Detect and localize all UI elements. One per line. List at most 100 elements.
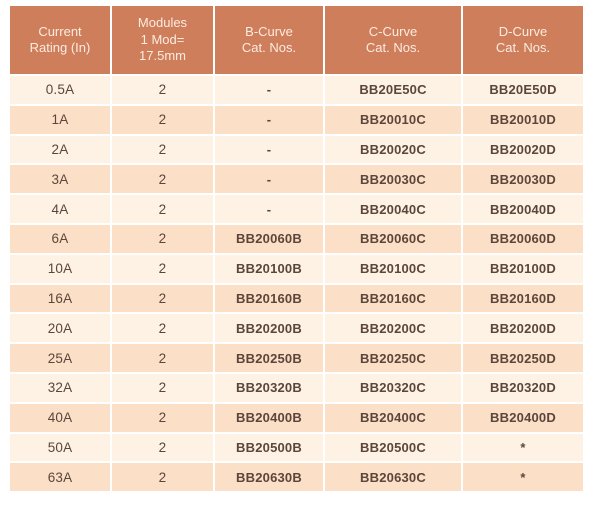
cell-c_curve: BB20200C [325, 314, 461, 343]
cell-c_curve: BB20100C [325, 254, 461, 283]
cell-d_curve: BB20060D [463, 224, 583, 253]
cell-modules: 2 [112, 403, 213, 432]
column-header-line: 17.5mm [139, 48, 186, 64]
column-header-line: 1 Mod= [140, 31, 185, 47]
table-body: 0.5A 2- BB20E50C BB20E50D 1A 2- BB20010C BB2001… [10, 76, 583, 492]
cell-d_curve: BB20200D [463, 314, 583, 343]
cell-modules: 2 [112, 433, 213, 462]
cell-modules: 2 [112, 314, 213, 343]
cell-b_curve: BB20400B [215, 403, 323, 432]
table-row: 40A 2 BB20400B BB20400C BB20400D [10, 403, 583, 432]
cell-c_curve: BB20040C [325, 195, 461, 223]
cell-b_curve: BB20160B [215, 284, 323, 313]
cell-c_curve: BB20010C [325, 105, 461, 134]
cell-c_curve: BB20020C [325, 135, 461, 164]
column-header-line: D-Curve [498, 23, 548, 39]
column-header-modules: Modules 1 Mod= 17.5mm [112, 6, 213, 74]
column-header-d_curve: D-Curve Cat. Nos. [463, 6, 583, 74]
cell-b_curve: - [215, 135, 323, 164]
cell-c_curve: BB20E50C [325, 76, 461, 104]
cell-rating: 1A [10, 105, 110, 134]
cell-b_curve: BB20100B [215, 254, 323, 283]
cell-c_curve: BB20400C [325, 403, 461, 432]
cell-d_curve: BB20040D [463, 195, 583, 223]
table-row: 3A 2- BB20030C BB20030D [10, 165, 583, 194]
cell-b_curve: BB20250B [215, 344, 323, 372]
cell-rating: 25A [10, 344, 110, 372]
cell-d_curve: BB20320D [463, 373, 583, 402]
cell-c_curve: BB20030C [325, 165, 461, 194]
cell-rating: 0.5A [10, 76, 110, 104]
cell-modules: 2 [112, 344, 213, 372]
cell-modules: 2 [112, 463, 213, 492]
cell-c_curve: BB20320C [325, 373, 461, 402]
cell-modules: 2 [112, 105, 213, 134]
table-row: 6A 2 BB20060B BB20060C BB20060D [10, 224, 583, 253]
cell-d_curve: * [463, 463, 583, 492]
cell-d_curve: BB20100D [463, 254, 583, 283]
cell-b_curve: BB20500B [215, 433, 323, 462]
cell-d_curve: BB20400D [463, 403, 583, 432]
cell-rating: 16A [10, 284, 110, 313]
cell-rating: 50A [10, 433, 110, 462]
cell-b_curve: BB20060B [215, 224, 323, 253]
cell-modules: 2 [112, 135, 213, 164]
column-header-line: Cat. Nos. [241, 40, 297, 55]
cell-c_curve: BB20250C [325, 344, 461, 372]
table-row: 4A 2- BB20040C BB20040D [10, 195, 583, 223]
cell-modules: 2 [112, 224, 213, 253]
cell-d_curve: BB20020D [463, 135, 583, 164]
cell-b_curve: - [215, 105, 323, 134]
cell-d_curve: BB20030D [463, 165, 583, 194]
column-header-b_curve: B-Curve Cat. Nos. [215, 6, 323, 74]
cell-modules: 2 [112, 76, 213, 104]
cell-rating: 10A [10, 254, 110, 283]
cell-rating: 40A [10, 403, 110, 432]
cell-b_curve: - [215, 195, 323, 223]
cell-rating: 3A [10, 165, 110, 194]
column-header-line: Current [38, 23, 82, 39]
cell-modules: 2 [112, 373, 213, 402]
cell-modules: 2 [112, 284, 213, 313]
cell-modules: 2 [112, 254, 213, 283]
table-row: 0.5A 2- BB20E50C BB20E50D [10, 76, 583, 104]
cell-b_curve: BB20320B [215, 373, 323, 402]
table-row: 1A 2- BB20010C BB20010D [10, 105, 583, 134]
table-row: 50A 2 BB20500B BB20500C * [10, 433, 583, 462]
table-row: 32A 2 BB20320B BB20320C BB20320D [10, 373, 583, 402]
column-header-line: Cat. Nos. [495, 40, 551, 55]
cell-b_curve: - [215, 165, 323, 194]
table-row: 25A 2 BB20250B BB20250C BB20250D [10, 344, 583, 372]
cell-rating: 6A [10, 224, 110, 253]
cell-rating: 20A [10, 314, 110, 343]
table-header: Current Rating (In) Modules 1 Mod= 17.5mm B-C… [10, 6, 583, 74]
catalog-table: Current Rating (In) Modules 1 Mod= 17.5mm B-C… [8, 4, 585, 493]
cell-d_curve: * [463, 433, 583, 462]
cell-rating: 4A [10, 195, 110, 223]
cell-b_curve: - [215, 76, 323, 104]
table-row: 63A 2 BB20630B BB20630C * [10, 463, 583, 492]
header-row: Current Rating (In) Modules 1 Mod= 17.5mm B-C… [10, 6, 583, 74]
cell-d_curve: BB20160D [463, 284, 583, 313]
cell-rating: 32A [10, 373, 110, 402]
cell-rating: 63A [10, 463, 110, 492]
cell-c_curve: BB20160C [325, 284, 461, 313]
column-header-line: B-Curve [245, 23, 293, 39]
column-header-c_curve: C-Curve Cat. Nos. [325, 6, 461, 74]
column-header-rating: Current Rating (In) [10, 6, 110, 74]
cell-b_curve: BB20630B [215, 463, 323, 492]
cell-d_curve: BB20E50D [463, 76, 583, 104]
cell-c_curve: BB20500C [325, 433, 461, 462]
cell-rating: 2A [10, 135, 110, 164]
column-header-line: Rating (In) [29, 40, 91, 55]
cell-b_curve: BB20200B [215, 314, 323, 343]
column-header-line: C-Curve [368, 23, 418, 39]
cell-c_curve: BB20630C [325, 463, 461, 492]
column-header-line: Cat. Nos. [365, 40, 421, 55]
table-row: 16A 2 BB20160B BB20160C BB20160D [10, 284, 583, 313]
cell-modules: 2 [112, 165, 213, 194]
cell-modules: 2 [112, 195, 213, 223]
cell-c_curve: BB20060C [325, 224, 461, 253]
cell-d_curve: BB20010D [463, 105, 583, 134]
